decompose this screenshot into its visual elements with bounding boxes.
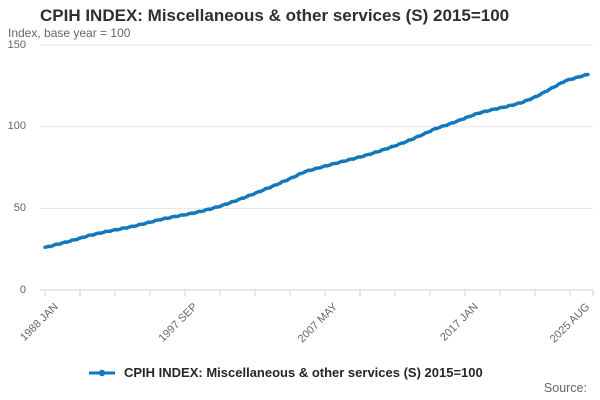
x-axis xyxy=(40,289,594,296)
y-tick-label-50: 50 xyxy=(13,202,26,214)
source-label: Source: xyxy=(543,381,587,395)
y-tick-label-100: 100 xyxy=(7,120,26,132)
gridlines xyxy=(40,44,593,209)
y-tick-label-150: 150 xyxy=(7,39,26,51)
y-tick-label-0: 0 xyxy=(19,284,26,296)
y-axis-title: Index, base year = 100 xyxy=(8,26,131,40)
chart-title: CPIH INDEX: Miscellaneous & other servic… xyxy=(40,6,510,25)
legend-label: CPIH INDEX: Miscellaneous & other servic… xyxy=(124,365,483,380)
legend-item-cpih[interactable]: CPIH INDEX: Miscellaneous & other servic… xyxy=(88,365,483,380)
series-line-cpih[interactable] xyxy=(43,72,590,250)
legend-marker-icon xyxy=(89,369,115,376)
